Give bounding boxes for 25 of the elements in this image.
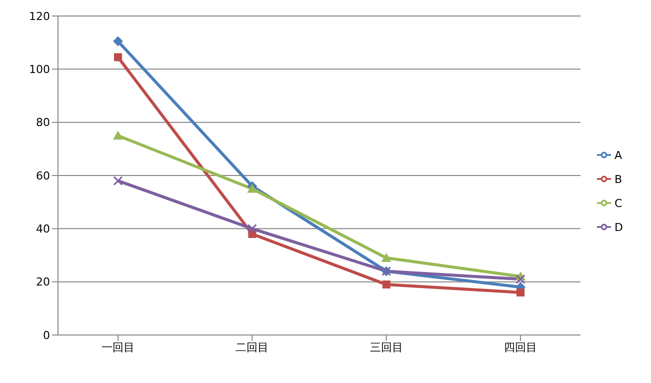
- point: [113, 176, 123, 186]
- point: [247, 224, 257, 234]
- y-tick-label: 60: [36, 169, 50, 182]
- point: [113, 36, 123, 46]
- legend-label: A: [614, 148, 622, 162]
- point: [516, 288, 525, 296]
- y-tick-label: 120: [29, 10, 50, 23]
- point: [113, 130, 123, 140]
- point: [516, 274, 526, 284]
- x-tick-label: 三回目: [370, 340, 403, 354]
- legend-label: C: [614, 196, 622, 210]
- y-tick-label: 20: [36, 276, 50, 289]
- point: [381, 252, 392, 262]
- point: [247, 184, 258, 193]
- x-tick-label: 一回目: [102, 340, 134, 354]
- legend-label: D: [614, 220, 623, 234]
- x-tick-label: 二回目: [236, 340, 269, 354]
- y-tick-label: 40: [36, 222, 50, 236]
- point: [382, 280, 390, 288]
- x-tick-label: 四回目: [504, 340, 538, 354]
- legend-label: B: [614, 172, 622, 186]
- point: [114, 53, 122, 62]
- y-tick-label: 0: [43, 328, 50, 342]
- y-tick-label: 100: [29, 63, 50, 76]
- y-tick-label: 80: [36, 116, 50, 130]
